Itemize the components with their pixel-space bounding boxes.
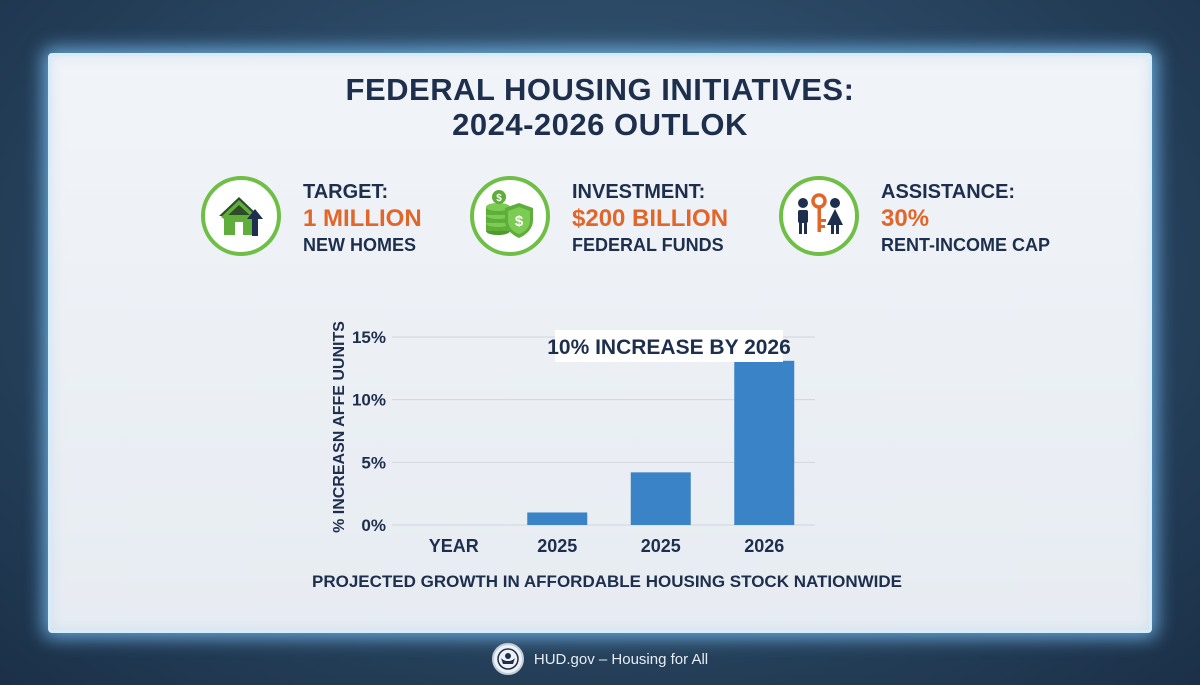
stat-sub: RENT-INCOME CAP: [881, 235, 1051, 255]
x-tick-label: 2025: [641, 536, 681, 556]
y-tick-label: 10%: [352, 391, 386, 410]
house-arrow-icon: [201, 176, 281, 256]
stat-value: 30%: [881, 205, 930, 232]
bar: [630, 472, 691, 525]
page-title-line-2: 2024-2026 OUTLOK: [452, 107, 748, 142]
annotation-box: [555, 330, 783, 362]
bar: [734, 360, 795, 525]
footer-text: HUD.gov – Housing for All: [533, 650, 709, 668]
y-tick-label: 0%: [361, 516, 386, 535]
infographic-panel: FEDERAL HOUSING INITIATIVES: 2024-2026 O…: [48, 53, 1152, 633]
family-key-icon: [779, 176, 859, 256]
svg-text:$: $: [496, 193, 502, 204]
hud-seal-icon: [491, 643, 524, 675]
x-axis-label: PROJECTED GROWTH IN AFFORDABLE HOUSING S…: [312, 572, 902, 591]
footer: HUD.gov – Housing for All: [0, 639, 1200, 679]
page-title-line-1: FEDERAL HOUSING INITIATIVES:: [345, 72, 855, 107]
stat-label: TARGET:: [303, 181, 389, 203]
annotation-label: 10% INCREASE BY 2026: [547, 336, 791, 359]
stat-label: ASSISTANCE:: [881, 181, 1016, 203]
svg-text:$: $: [515, 213, 524, 230]
x-tick-label: YEAR: [429, 536, 479, 556]
stat-sub: NEW HOMES: [303, 235, 417, 255]
coins-shield-icon: $ $: [470, 176, 550, 256]
stat-value: $200 BILLION: [572, 205, 729, 232]
x-tick-label: 2025: [537, 536, 577, 556]
y-axis-label: % INCREASN AFFE UUNITS: [331, 321, 348, 533]
bar: [527, 512, 588, 525]
y-tick-label: 15%: [352, 328, 386, 347]
y-tick-label: 5%: [361, 453, 386, 472]
x-tick-label: 2026: [744, 536, 784, 556]
stat-label: INVESTMENT:: [572, 181, 706, 203]
stat-value: 1 MILLION: [303, 205, 422, 232]
stat-sub: FEDERAL FUNDS: [572, 235, 724, 255]
